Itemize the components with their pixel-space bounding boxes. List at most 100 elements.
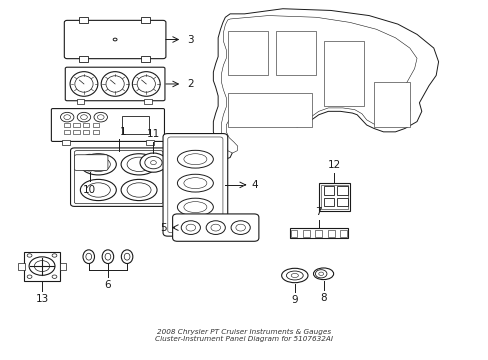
Bar — [275, 31, 316, 76]
Circle shape — [150, 161, 156, 165]
Circle shape — [34, 261, 50, 271]
Ellipse shape — [101, 72, 129, 96]
Circle shape — [144, 157, 162, 169]
Text: 2008 Chrysler PT Cruiser Instruments & Gauges
Cluster-Instrument Panel Diagram f: 2008 Chrysler PT Cruiser Instruments & G… — [155, 329, 333, 342]
Ellipse shape — [80, 179, 116, 201]
Text: 4: 4 — [251, 180, 258, 190]
Circle shape — [185, 224, 195, 231]
Circle shape — [77, 112, 90, 122]
Bar — [77, 99, 84, 104]
Circle shape — [27, 275, 32, 278]
Ellipse shape — [84, 158, 95, 168]
Bar — [289, 228, 347, 238]
Ellipse shape — [83, 250, 94, 264]
Bar — [64, 123, 70, 127]
Ellipse shape — [183, 178, 206, 189]
Text: 8: 8 — [320, 293, 326, 303]
Bar — [24, 252, 60, 281]
FancyBboxPatch shape — [163, 134, 227, 236]
Ellipse shape — [177, 174, 213, 192]
Bar — [340, 230, 346, 237]
Ellipse shape — [75, 76, 93, 92]
Ellipse shape — [88, 161, 91, 165]
Bar — [290, 230, 297, 237]
Ellipse shape — [86, 157, 110, 171]
FancyBboxPatch shape — [74, 151, 163, 204]
Ellipse shape — [80, 154, 116, 175]
Text: 9: 9 — [291, 294, 298, 305]
Bar — [62, 140, 70, 145]
Text: 10: 10 — [83, 185, 96, 195]
Bar — [336, 186, 347, 195]
Ellipse shape — [177, 198, 213, 216]
Bar — [64, 130, 70, 134]
Polygon shape — [221, 15, 416, 153]
Bar — [141, 56, 150, 62]
Circle shape — [61, 112, 74, 122]
Bar — [79, 17, 88, 23]
Bar — [146, 140, 154, 145]
Text: 5: 5 — [160, 222, 166, 233]
Circle shape — [27, 254, 32, 257]
Bar — [318, 183, 349, 211]
Bar — [323, 198, 333, 206]
Ellipse shape — [291, 274, 298, 278]
Bar — [141, 17, 150, 23]
FancyBboxPatch shape — [70, 148, 166, 206]
Bar — [79, 56, 88, 62]
Ellipse shape — [137, 76, 155, 92]
Bar — [122, 117, 148, 134]
Circle shape — [140, 153, 166, 172]
Bar — [73, 130, 80, 134]
FancyBboxPatch shape — [64, 21, 165, 59]
Bar — [92, 130, 99, 134]
Circle shape — [206, 221, 225, 234]
Bar — [303, 230, 309, 237]
Ellipse shape — [313, 268, 333, 280]
Ellipse shape — [106, 76, 124, 92]
Ellipse shape — [132, 72, 160, 96]
Ellipse shape — [127, 183, 151, 197]
Bar — [315, 230, 322, 237]
Bar — [73, 123, 80, 127]
Circle shape — [181, 221, 200, 234]
Text: 7: 7 — [315, 207, 322, 217]
Bar — [323, 186, 333, 195]
FancyBboxPatch shape — [74, 155, 108, 171]
Ellipse shape — [79, 158, 84, 168]
Bar — [175, 216, 215, 229]
Bar — [227, 31, 268, 76]
FancyBboxPatch shape — [167, 137, 223, 233]
Circle shape — [94, 112, 107, 122]
Circle shape — [210, 224, 220, 231]
Ellipse shape — [183, 202, 206, 212]
Bar — [143, 99, 151, 104]
Bar — [83, 130, 89, 134]
Bar — [83, 123, 89, 127]
Ellipse shape — [124, 253, 130, 260]
Bar — [323, 41, 364, 106]
Ellipse shape — [177, 150, 213, 168]
Ellipse shape — [286, 271, 303, 280]
Ellipse shape — [127, 157, 151, 171]
Text: 3: 3 — [186, 35, 193, 45]
Text: 1: 1 — [120, 127, 126, 137]
Bar — [320, 185, 347, 209]
Ellipse shape — [315, 270, 326, 278]
Text: 11: 11 — [146, 129, 160, 139]
Ellipse shape — [102, 250, 113, 264]
Ellipse shape — [81, 154, 99, 171]
FancyBboxPatch shape — [172, 214, 258, 241]
Ellipse shape — [121, 250, 133, 264]
Bar — [227, 93, 311, 127]
Text: 13: 13 — [35, 294, 48, 303]
Circle shape — [64, 115, 70, 120]
Bar — [327, 230, 334, 237]
Text: 6: 6 — [104, 280, 111, 290]
Ellipse shape — [121, 179, 157, 201]
Circle shape — [52, 275, 57, 278]
Text: 12: 12 — [327, 160, 340, 170]
Circle shape — [81, 115, 87, 120]
Ellipse shape — [121, 154, 157, 175]
Circle shape — [52, 254, 57, 257]
